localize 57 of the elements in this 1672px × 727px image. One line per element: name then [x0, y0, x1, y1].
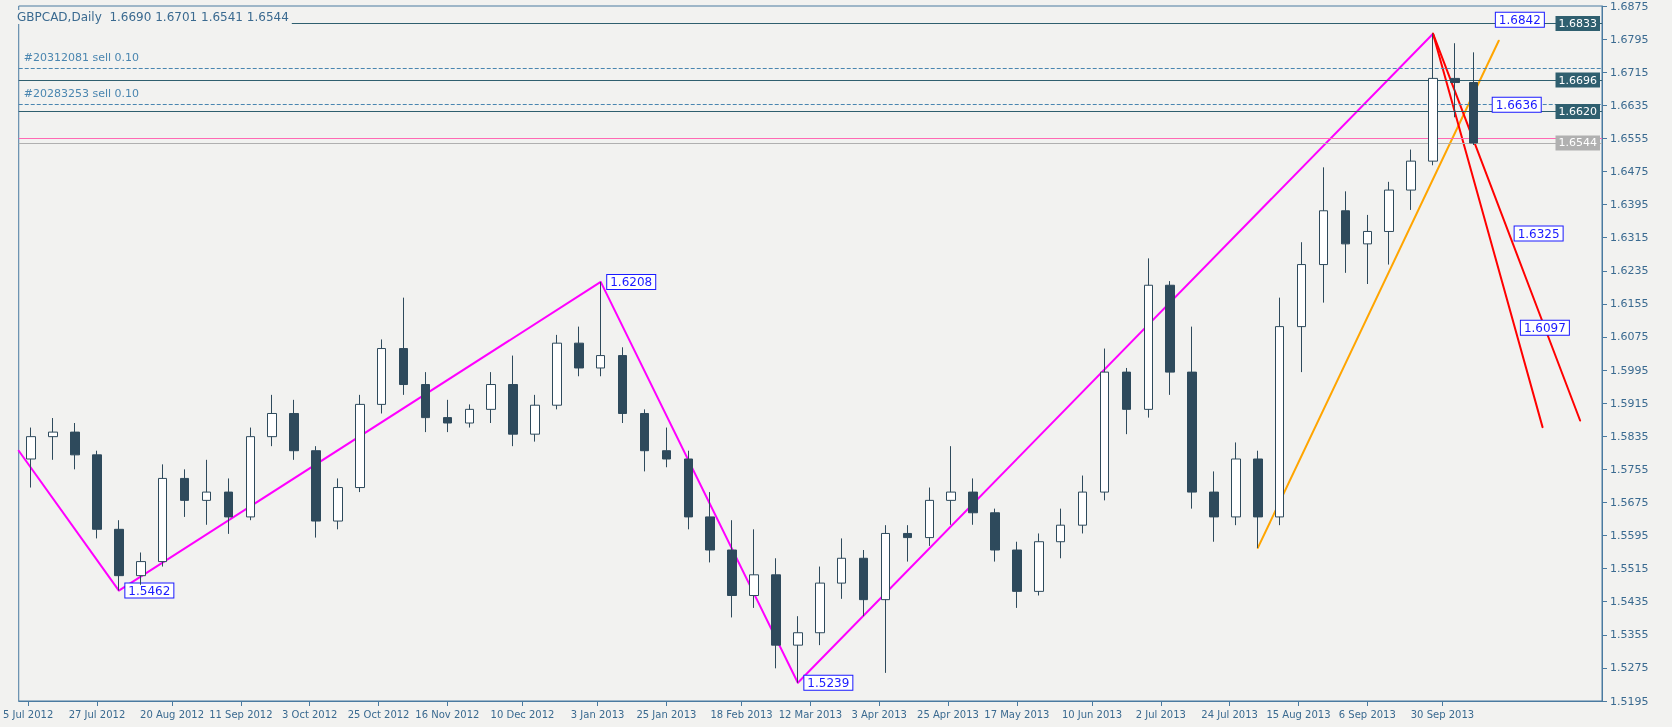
x-tick-label: 24 Jul 2013 — [1201, 708, 1258, 720]
annotation: 1.6842 — [1498, 12, 1541, 27]
y-tick-label: 1.5195 — [1610, 694, 1649, 708]
y-tick-label: 1.5995 — [1610, 363, 1649, 377]
x-tick-label: 12 Mar 2013 — [778, 708, 843, 720]
y-tick-label: 1.6795 — [1610, 32, 1649, 46]
x-tick-label: 25 Oct 2012 — [347, 708, 410, 720]
x-tick-label: 20 Aug 2012 — [140, 708, 205, 720]
x-tick-label: 15 Aug 2013 — [1266, 708, 1331, 720]
x-tick-label: 25 Apr 2013 — [917, 708, 979, 720]
ref-line-label: #20283253 sell 0.10 — [23, 87, 140, 101]
x-tick-label: 5 Jul 2012 — [3, 708, 54, 720]
x-tick-label: 16 Nov 2012 — [415, 708, 480, 720]
x-tick-label: 18 Feb 2013 — [710, 708, 773, 720]
y-tick-label: 1.5515 — [1610, 562, 1649, 576]
y-tick-label: 1.5595 — [1610, 529, 1649, 543]
ref-line-label: 1.6620 — [1558, 104, 1597, 118]
y-tick-label: 1.6715 — [1610, 65, 1649, 79]
x-tick-label: 17 May 2013 — [984, 708, 1050, 720]
y-tick-label: 1.5915 — [1610, 396, 1649, 410]
y-tick-label: 1.6475 — [1610, 164, 1649, 178]
annotation: 1.6208 — [610, 274, 653, 289]
y-tick-label: 1.5835 — [1610, 429, 1649, 443]
ref-line-label: #20312081 sell 0.10 — [23, 51, 140, 65]
x-tick-label: 2 Jul 2013 — [1135, 708, 1186, 720]
annotation: 1.6636 — [1495, 97, 1538, 112]
ref-line-label: 1.6696 — [1558, 73, 1597, 87]
x-tick-label: 11 Sep 2012 — [209, 708, 273, 720]
y-tick-label: 1.5435 — [1610, 595, 1649, 609]
y-tick-label: 1.6875 — [1610, 0, 1649, 13]
y-tick-label: 1.5355 — [1610, 628, 1649, 642]
ref-line-label: 1.6544 — [1558, 136, 1597, 150]
y-tick-label: 1.5675 — [1610, 495, 1649, 509]
x-tick-label: 3 Jan 2013 — [570, 708, 625, 720]
x-tick-label: 3 Oct 2012 — [281, 708, 338, 720]
y-tick-label: 1.5275 — [1610, 661, 1649, 675]
x-tick-label: 10 Jun 2013 — [1061, 708, 1123, 720]
y-tick-label: 1.6635 — [1610, 98, 1649, 112]
y-tick-label: 1.6075 — [1610, 330, 1649, 344]
x-tick-label: 10 Dec 2012 — [490, 708, 555, 720]
y-tick-label: 1.6235 — [1610, 264, 1649, 278]
annotation: 1.5239 — [807, 675, 850, 690]
y-tick-label: 1.6395 — [1610, 198, 1649, 212]
x-tick-label: 6 Sep 2013 — [1338, 708, 1396, 720]
y-tick-label: 1.5755 — [1610, 462, 1649, 476]
annotation: 1.6325 — [1517, 226, 1560, 241]
annotation: 1.6097 — [1523, 320, 1566, 335]
x-tick-label: 25 Jan 2013 — [636, 708, 697, 720]
x-tick-label: 27 Jul 2012 — [68, 708, 126, 720]
annotation: 1.5462 — [128, 583, 171, 598]
y-tick-label: 1.6555 — [1610, 131, 1649, 145]
chart-title: GBPCAD,Daily 1.6690 1.6701 1.6541 1.6544 — [17, 10, 289, 24]
ref-line-label: 1.6833 — [1558, 16, 1597, 30]
x-tick-label: 3 Apr 2013 — [851, 708, 907, 720]
y-tick-label: 1.6155 — [1610, 297, 1649, 311]
y-tick-label: 1.6315 — [1610, 231, 1649, 245]
x-tick-label: 30 Sep 2013 — [1410, 708, 1475, 720]
